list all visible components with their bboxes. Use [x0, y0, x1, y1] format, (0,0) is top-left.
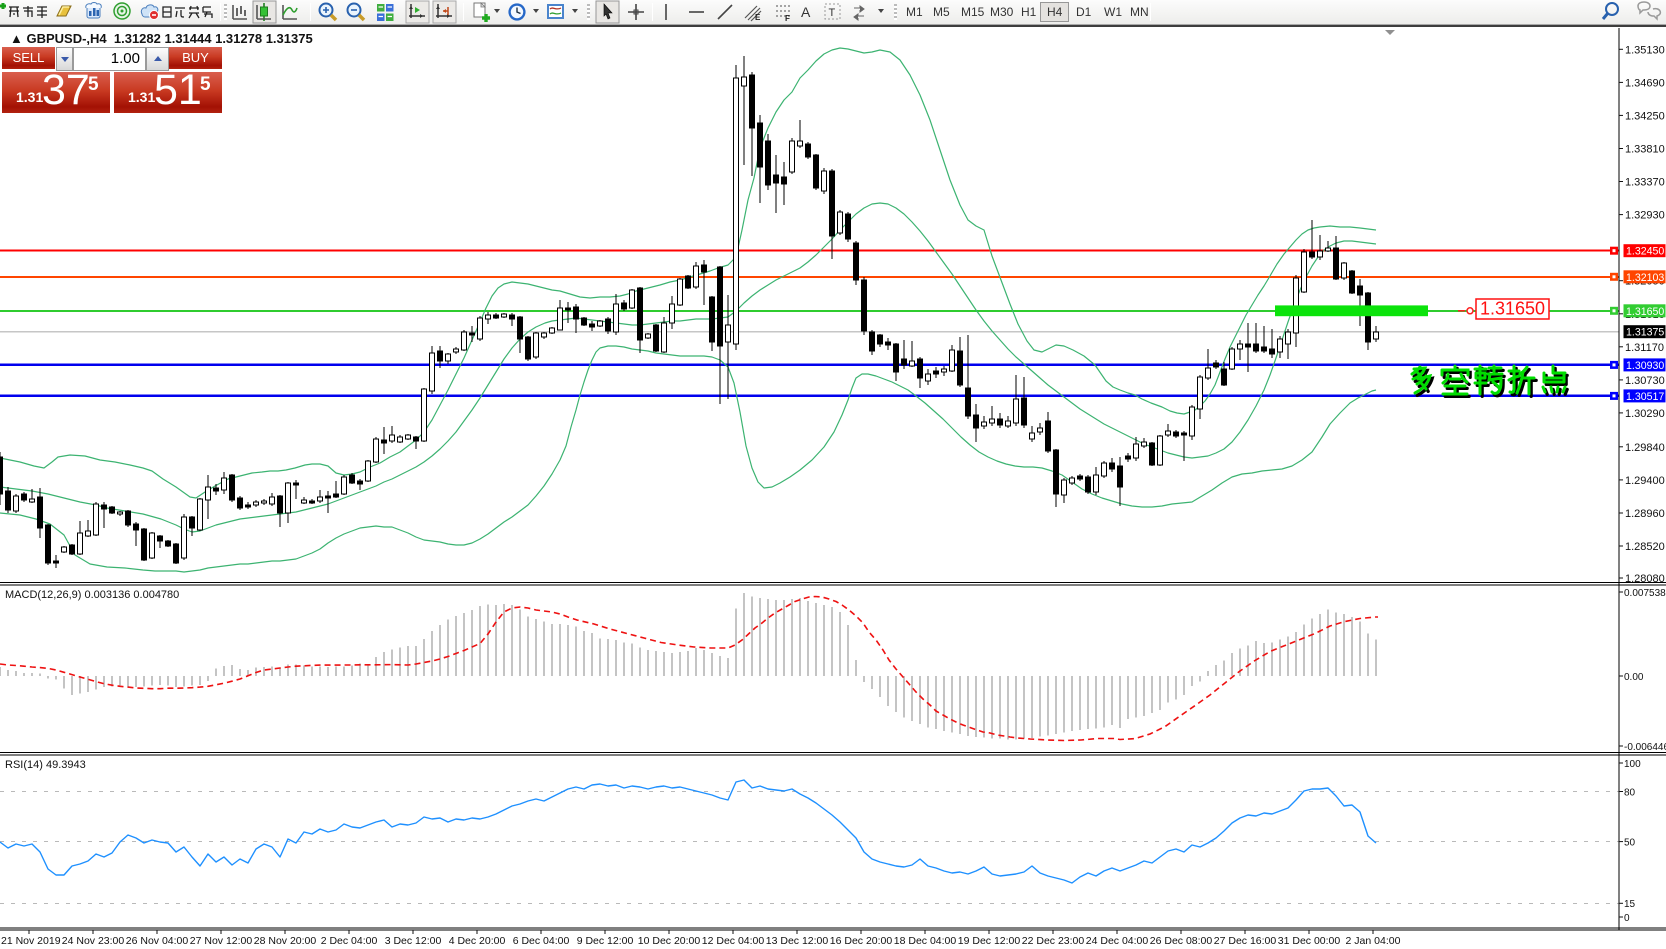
svg-text:A: A: [801, 4, 811, 20]
svg-text:-0.006446: -0.006446: [1624, 742, 1666, 753]
svg-text:1.35130: 1.35130: [1625, 44, 1665, 56]
svg-text:1.31650: 1.31650: [1626, 306, 1664, 318]
svg-text:E: E: [755, 13, 761, 22]
svg-text:1.28080: 1.28080: [1625, 573, 1665, 585]
svg-text:27 Dec 16:00: 27 Dec 16:00: [1214, 935, 1277, 947]
svg-text:1.31650: 1.31650: [1480, 299, 1545, 319]
svg-text:24 Nov 23:00: 24 Nov 23:00: [62, 935, 125, 947]
svg-text:50: 50: [1624, 837, 1636, 848]
svg-text:22 Dec 23:00: 22 Dec 23:00: [1022, 935, 1085, 947]
svg-text:3 Dec 12:00: 3 Dec 12:00: [385, 935, 442, 947]
svg-text:1.33370: 1.33370: [1625, 177, 1665, 189]
svg-text:100: 100: [1624, 759, 1641, 770]
svg-text:13 Dec 12:00: 13 Dec 12:00: [766, 935, 829, 947]
svg-text:RSI(14) 49.3943: RSI(14) 49.3943: [5, 759, 86, 771]
svg-text:80: 80: [1624, 787, 1636, 798]
svg-text:1.30290: 1.30290: [1625, 408, 1665, 420]
svg-text:1.31170: 1.31170: [1625, 342, 1664, 354]
svg-text:2 Dec 04:00: 2 Dec 04:00: [321, 935, 378, 947]
svg-text:T: T: [829, 7, 836, 19]
svg-text:1.29840: 1.29840: [1625, 442, 1665, 454]
svg-text:1.32450: 1.32450: [1626, 246, 1664, 258]
svg-text:1.32103: 1.32103: [1626, 272, 1664, 284]
svg-text:27 Nov 12:00: 27 Nov 12:00: [190, 935, 253, 947]
svg-text:0: 0: [1624, 913, 1630, 924]
svg-text:4 Dec 20:00: 4 Dec 20:00: [449, 935, 506, 947]
svg-text:28 Nov 20:00: 28 Nov 20:00: [254, 935, 317, 947]
svg-text:12 Dec 04:00: 12 Dec 04:00: [702, 935, 765, 947]
svg-text:1.29400: 1.29400: [1625, 475, 1665, 487]
svg-text:21 Nov 2019: 21 Nov 2019: [1, 935, 61, 947]
svg-text:1.32930: 1.32930: [1625, 210, 1665, 222]
svg-text:9 Dec 12:00: 9 Dec 12:00: [577, 935, 634, 947]
svg-text:19 Dec 12:00: 19 Dec 12:00: [958, 935, 1021, 947]
svg-text:1.34690: 1.34690: [1625, 77, 1665, 89]
svg-text:MACD(12,26,9) 0.003136 0.00478: MACD(12,26,9) 0.003136 0.004780: [5, 589, 179, 601]
svg-text:0.007538: 0.007538: [1624, 588, 1666, 599]
svg-text:10 Dec 20:00: 10 Dec 20:00: [638, 935, 701, 947]
svg-text:1.28960: 1.28960: [1625, 508, 1665, 520]
svg-text:1.28520: 1.28520: [1625, 541, 1665, 553]
svg-text:1.30930: 1.30930: [1626, 360, 1664, 372]
svg-text:6 Dec 04:00: 6 Dec 04:00: [513, 935, 570, 947]
svg-text:1.34250: 1.34250: [1625, 110, 1665, 122]
svg-text:F: F: [785, 14, 790, 23]
svg-text:24 Dec 04:00: 24 Dec 04:00: [1086, 935, 1149, 947]
svg-text:26 Nov 04:00: 26 Nov 04:00: [126, 935, 189, 947]
svg-text:15: 15: [1624, 899, 1636, 910]
svg-text:18 Dec 04:00: 18 Dec 04:00: [894, 935, 957, 947]
svg-text:0.00: 0.00: [1624, 672, 1644, 683]
svg-text:16 Dec 20:00: 16 Dec 20:00: [830, 935, 893, 947]
svg-text:2 Jan 04:00: 2 Jan 04:00: [1346, 935, 1401, 947]
svg-text:1.33810: 1.33810: [1625, 144, 1665, 156]
svg-text:1.31375: 1.31375: [1626, 327, 1664, 339]
svg-text:1.30730: 1.30730: [1625, 375, 1665, 387]
svg-text:1.30517: 1.30517: [1626, 391, 1664, 403]
svg-text:26 Dec 08:00: 26 Dec 08:00: [1150, 935, 1213, 947]
svg-text:31 Dec 00:00: 31 Dec 00:00: [1278, 935, 1341, 947]
svg-text:▲ GBPUSD-,H4 1.31282 1.31444: ▲ GBPUSD-,H4 1.31282 1.31444 1.31278 1.3…: [10, 31, 313, 46]
